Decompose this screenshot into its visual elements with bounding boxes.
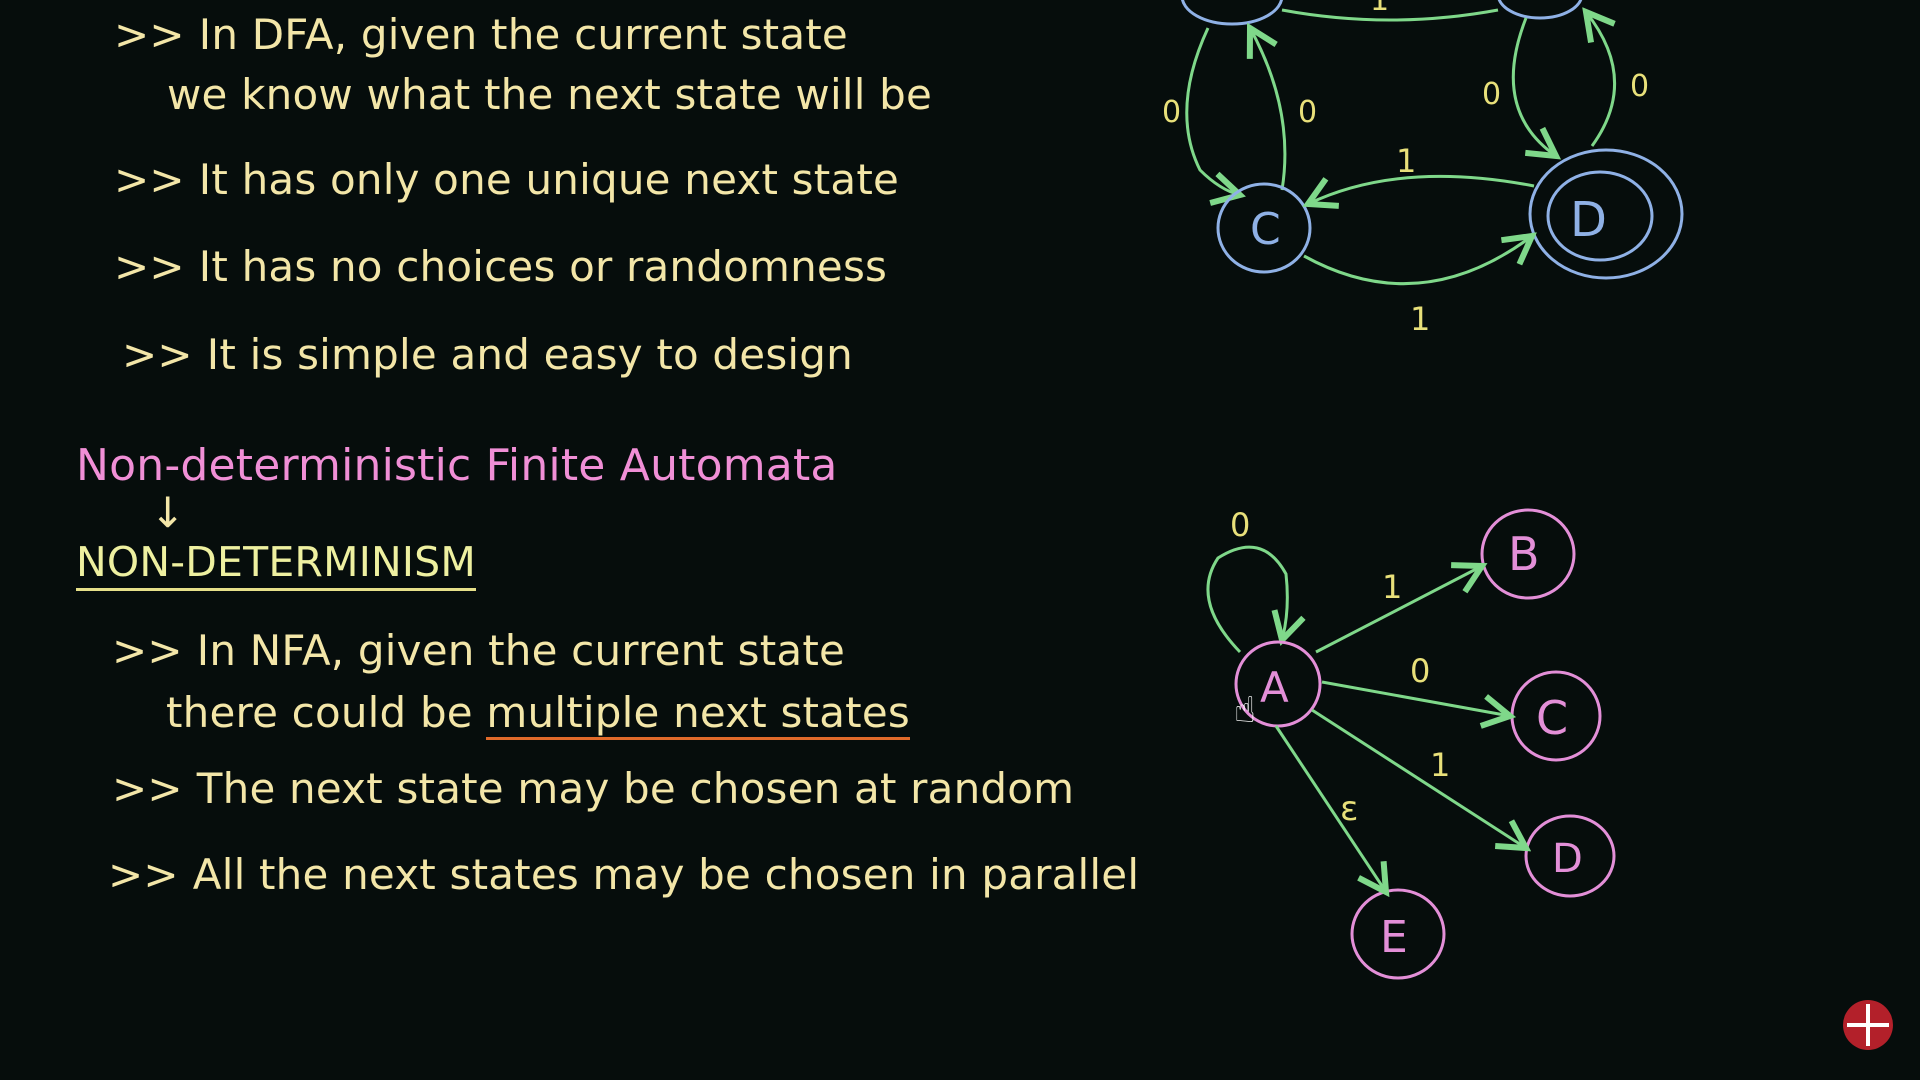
nfa-label-a-to-d: 1 [1430,746,1450,784]
nfa-edge-a-to-e [1274,725,1386,892]
dfa-diagram: 1 0 0 0 0 C D 1 1 [1162,0,1684,338]
dfa-bullet-3-text: It has no choices or randomness [198,242,888,291]
dfa-label-right-up: 0 [1630,69,1649,104]
hand-cursor-icon: ☝ [1234,690,1256,731]
nfa-bullet-1-highlight: multiple next states [486,688,910,740]
down-arrow-icon: ↓ [150,488,186,537]
nfa-state-d [1524,814,1616,898]
nfa-bullet-2: >> The next state may be chosen at random [112,764,1074,813]
nfa-edge-a-to-c [1321,680,1510,716]
nfa-state-e [1350,888,1446,980]
nfa-subheading-text: NON-DETERMINISM [76,538,476,591]
dfa-bullet-2-text: It has only one unique next state [198,155,900,204]
dfa-edge-d-to-c [1308,174,1535,204]
nfa-edge-a-self-loop [1206,545,1287,654]
dfa-bullet-1-text: In DFA, given the current state [198,10,848,59]
dfa-label-c-d-upper: 1 [1396,142,1416,180]
bullet-marker: >> [112,764,183,813]
dfa-state-d-label: D [1570,192,1607,248]
dfa-label-c-d-lower: 1 [1410,300,1430,338]
dfa-state-top-right [1497,0,1583,20]
nfa-label-a-self: 0 [1230,506,1250,544]
nfa-heading: Non-deterministic Finite Automata [76,440,838,491]
dfa-label-left-down: 0 [1162,95,1181,130]
dfa-bullet-3: >> It has no choices or randomness [114,242,887,291]
nfa-bullet-1-continuation: there could be multiple next states [166,688,910,740]
nfa-bullet-1-cont-prefix: there could be [166,688,487,737]
nfa-state-b [1480,508,1576,600]
dfa-label-left-up: 0 [1298,95,1317,130]
nfa-diagram: 0 A B 1 C 0 D 1 E ε [1206,506,1616,980]
dfa-bullet-1-cont-text: we know what the next state will be [167,70,933,119]
dfa-bullet-2: >> It has only one unique next state [114,155,899,204]
nfa-bullet-3-text: All the next states may be chosen in par… [192,850,1140,899]
dfa-edge-topleft-to-c [1185,27,1240,195]
nfa-label-a-to-c: 0 [1410,652,1430,690]
channel-logo-icon [1843,1000,1893,1050]
bullet-marker: >> [108,850,179,899]
nfa-bullet-1: >> In NFA, given the current state [112,626,845,675]
dfa-bullet-4: >> It is simple and easy to design [122,330,853,379]
dfa-bullet-4-text: It is simple and easy to design [206,330,853,379]
dfa-label-top-partial: 1 [1370,0,1389,18]
bullet-marker: >> [114,10,185,59]
dfa-state-d-outer [1528,148,1684,280]
dfa-label-right-down: 0 [1482,77,1501,112]
nfa-label-a-to-e: ε [1340,789,1358,829]
dfa-bullet-1: >> In DFA, given the current state [114,10,848,59]
nfa-bullet-2-text: The next state may be chosen at random [196,764,1075,813]
nfa-state-d-label: D [1552,836,1583,882]
dfa-edge-c-to-topleft [1250,28,1287,191]
nfa-state-a-label: A [1260,663,1289,712]
dfa-edge-c-to-d [1303,236,1532,286]
dfa-edge-top [1281,8,1499,22]
dfa-state-top-left [1180,0,1284,26]
bullet-marker: >> [114,155,185,204]
nfa-edge-a-to-b [1315,566,1482,654]
dfa-bullet-1-continuation: we know what the next state will be [167,70,932,119]
nfa-state-e-label: E [1380,912,1408,963]
dfa-state-d-inner [1546,170,1654,262]
nfa-edge-a-to-d [1311,708,1526,848]
nfa-state-c-label: C [1536,691,1568,745]
nfa-state-a [1234,640,1322,728]
dfa-edge-d-to-topright [1586,12,1617,147]
nfa-label-a-to-b: 1 [1382,568,1402,606]
nfa-subheading: NON-DETERMINISM [76,538,476,591]
nfa-bullet-3: >> All the next states may be chosen in p… [108,850,1139,899]
dfa-state-c-label: C [1250,204,1281,255]
nfa-state-b-label: B [1508,527,1540,581]
nfa-bullet-1-text: In NFA, given the current state [196,626,846,675]
dfa-edge-topright-to-d [1511,17,1556,156]
bullet-marker: >> [122,330,193,379]
bullet-marker: >> [112,626,183,675]
dfa-state-c [1216,182,1312,274]
bullet-marker: >> [114,242,185,291]
